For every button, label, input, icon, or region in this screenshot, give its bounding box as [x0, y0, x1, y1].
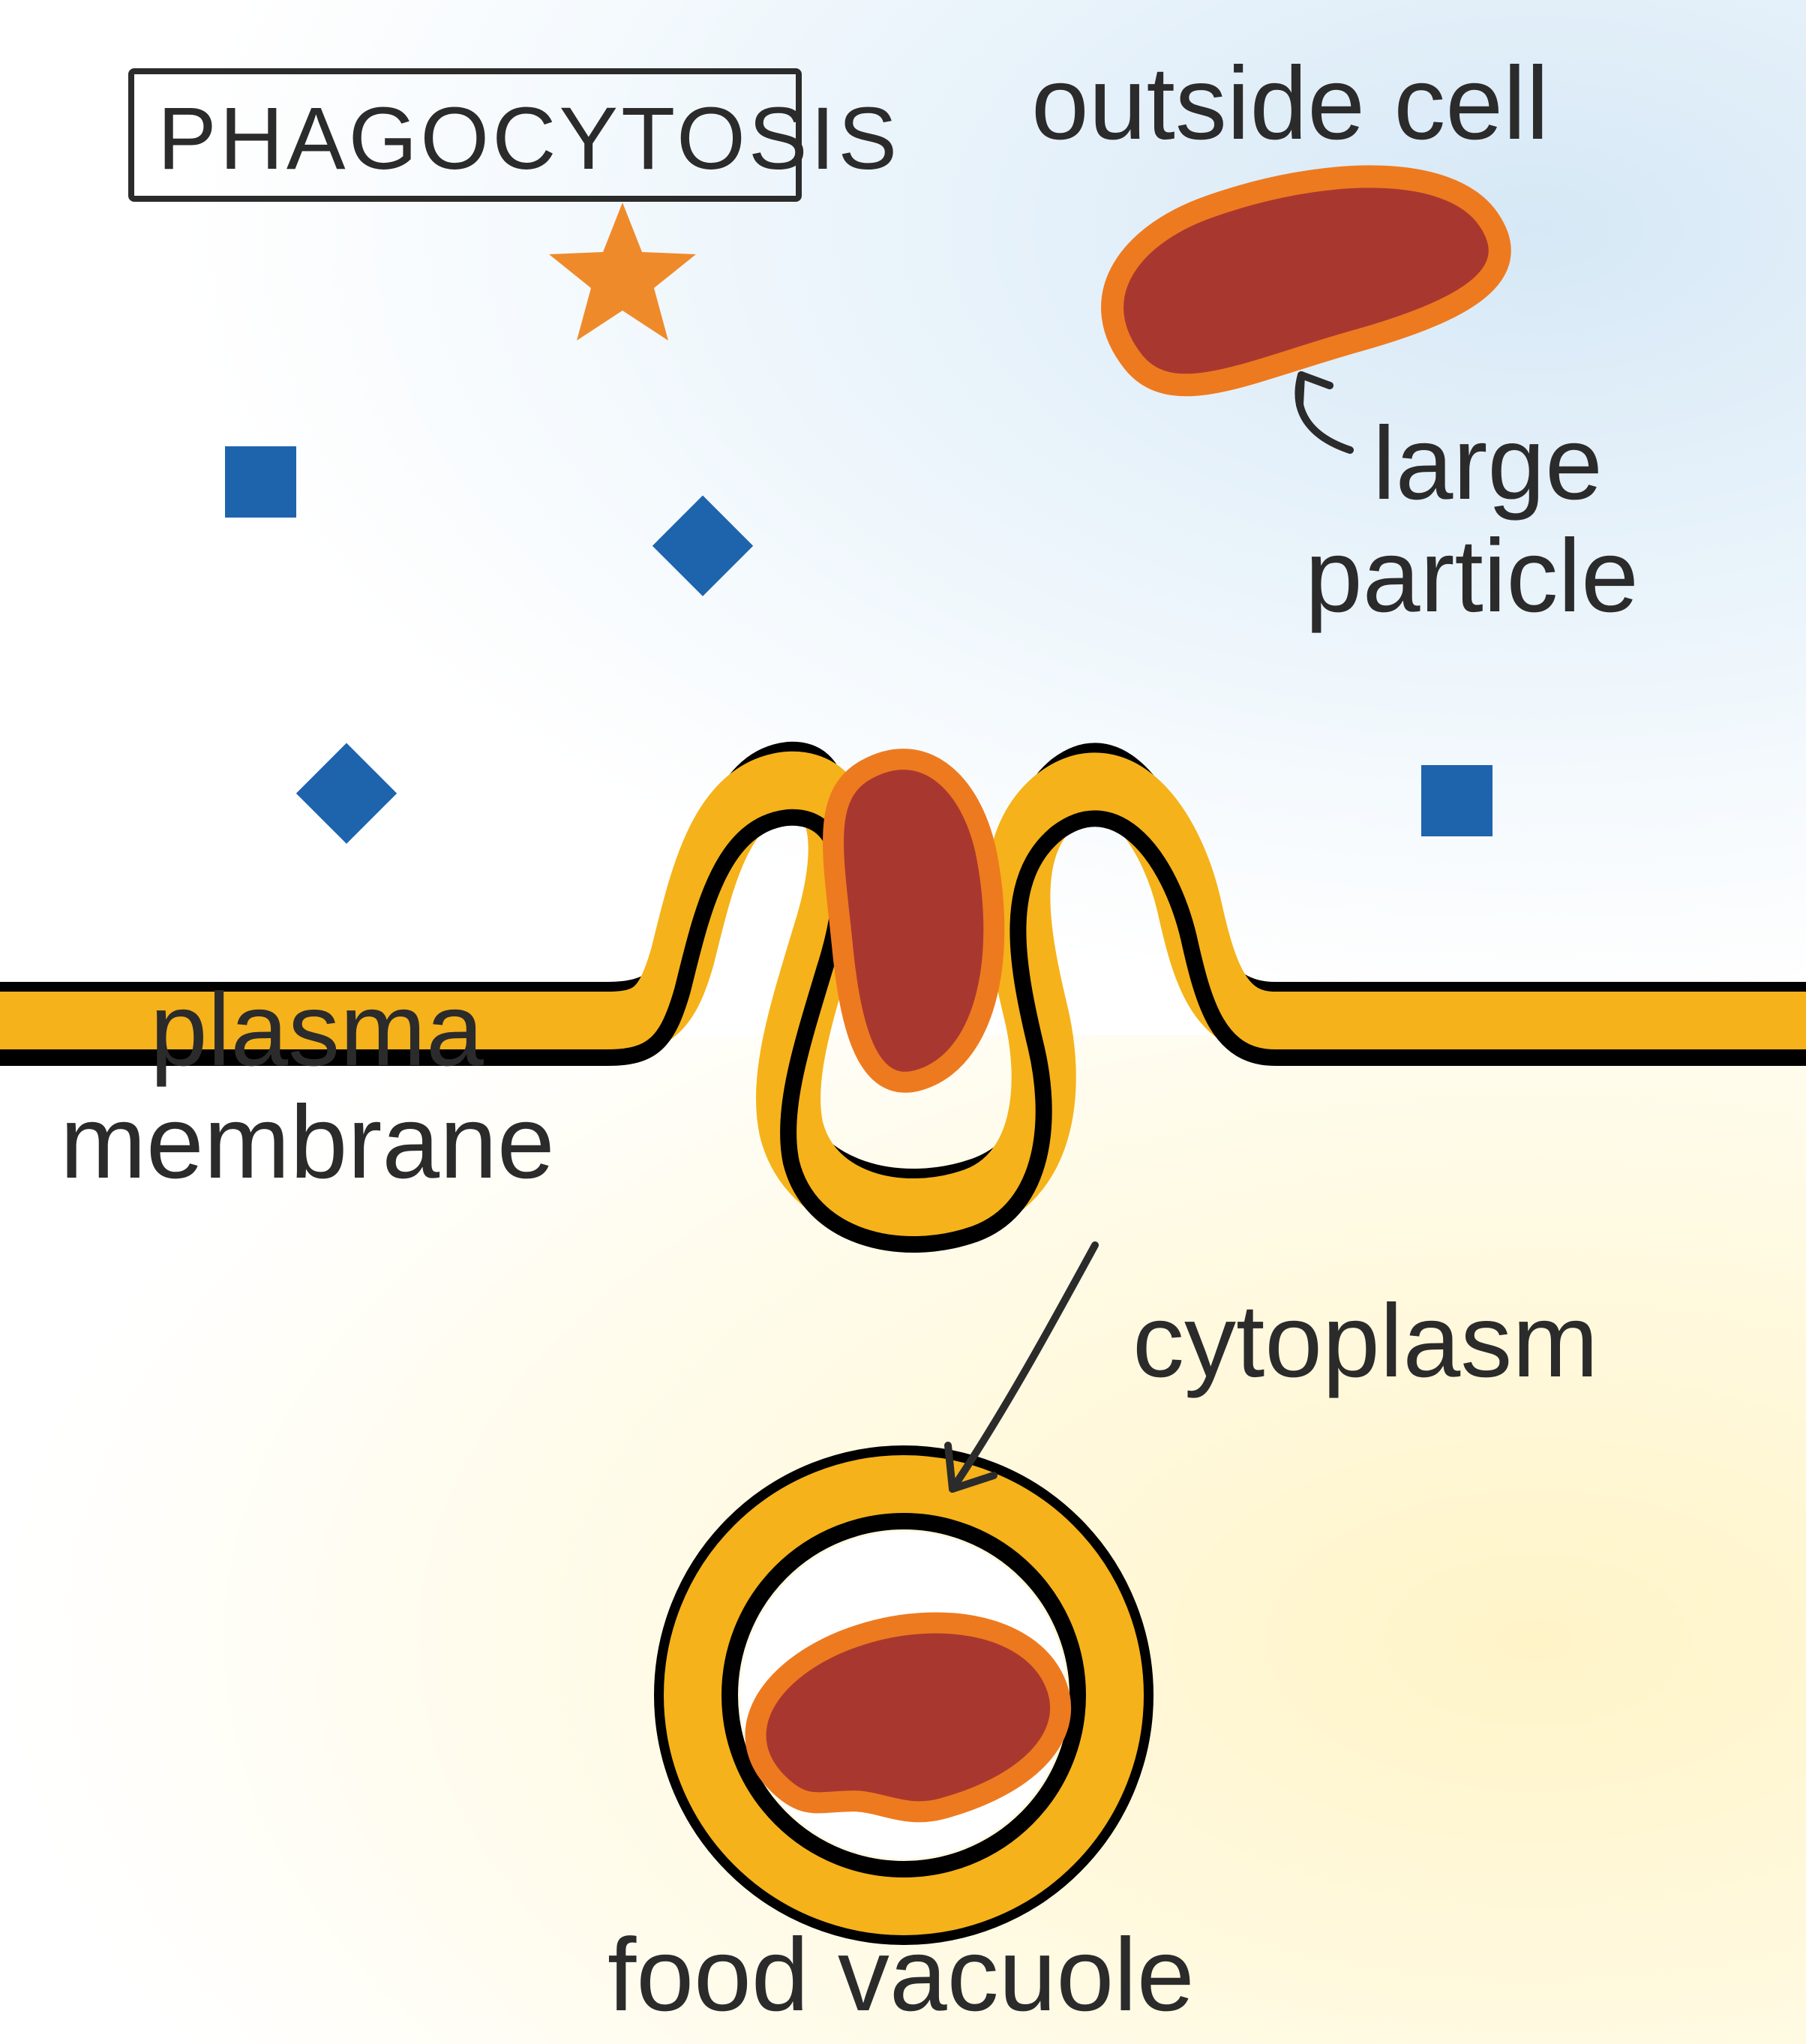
label-large-particle-line2: particle — [1305, 518, 1639, 634]
label-large-particle-line1: large — [1372, 406, 1603, 521]
label-cytoplasm: cytoplasm — [1132, 1283, 1598, 1399]
label-plasma-line2: membrane — [60, 1085, 555, 1200]
title-text: PHAGOCYTOSIS — [158, 89, 900, 188]
diagram-stage: PHAGOCYTOSIS outside cell large particle… — [0, 0, 1806, 2044]
food-vacuole — [662, 1454, 1145, 1937]
label-outside-cell: outside cell — [1031, 46, 1549, 161]
title-box: PHAGOCYTOSIS — [131, 71, 900, 199]
label-plasma-line1: plasma — [150, 972, 484, 1088]
label-food-vacuole: food vacuole — [608, 1917, 1195, 2033]
